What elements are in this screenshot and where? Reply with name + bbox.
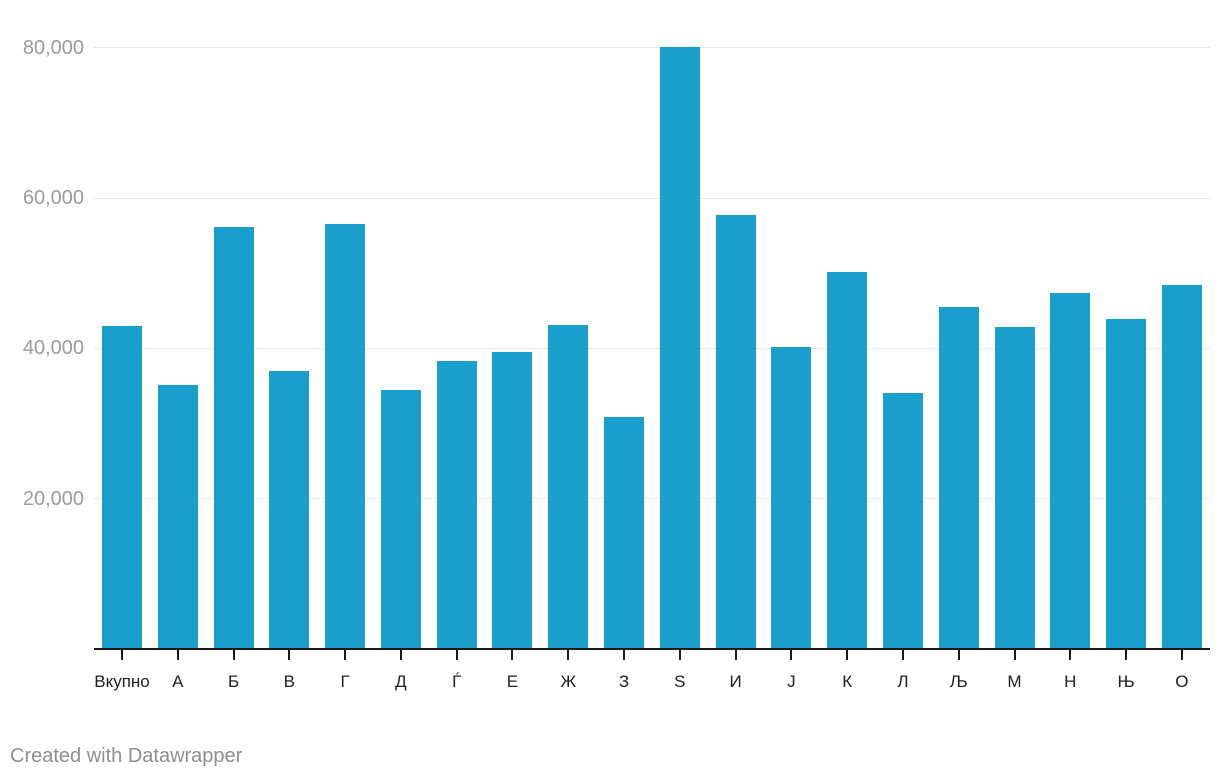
x-axis-tick (455, 650, 458, 660)
x-axis-label: Л (897, 672, 909, 691)
x-axis-label: Ѓ (452, 672, 462, 691)
bar[interactable] (938, 307, 979, 649)
x-axis-tick (623, 650, 626, 660)
x-axis-cell: Ѓ (437, 649, 477, 697)
bar[interactable] (1161, 285, 1202, 649)
x-axis-tick (288, 650, 291, 660)
x-axis-cell: Ж (548, 649, 588, 697)
x-axis-tick (567, 650, 570, 660)
x-axis-line (94, 648, 1210, 650)
x-axis-label: И (729, 672, 742, 691)
bar[interactable] (715, 214, 756, 649)
x-axis-cell: М (995, 649, 1035, 697)
x-axis-cell: Ѕ (660, 649, 700, 697)
x-axis-label: Вкупно (94, 672, 150, 691)
bar[interactable] (659, 47, 700, 649)
x-axis-label: Ѕ (674, 672, 686, 691)
x-axis-tick (1125, 650, 1128, 660)
bar[interactable] (771, 346, 812, 649)
bar[interactable] (325, 223, 366, 649)
bar[interactable] (213, 226, 254, 649)
x-axis-cell: Д (381, 649, 421, 697)
bar[interactable] (102, 325, 142, 649)
bar[interactable] (604, 416, 645, 649)
x-axis-tick (121, 650, 123, 660)
x-axis: Вкупно А Б В Г Д Ѓ Е Ж З Ѕ И Ј К Л Љ М Н Њ О (94, 649, 1202, 697)
gridline (94, 347, 1210, 349)
x-axis-label: В (283, 672, 296, 691)
x-axis-tick (734, 650, 737, 660)
bar[interactable] (994, 327, 1035, 649)
x-axis-cell: А (158, 649, 198, 697)
x-axis-label: Б (227, 672, 240, 691)
x-axis-tick (1069, 650, 1072, 660)
x-axis-cell: Ј (771, 649, 811, 697)
x-axis-label: Н (1064, 672, 1077, 691)
x-axis-label: О (1175, 672, 1189, 691)
bar[interactable] (882, 392, 923, 649)
x-axis-cell: В (269, 649, 309, 697)
x-axis-label: Г (340, 672, 350, 691)
x-axis-label: А (172, 672, 184, 691)
x-axis-tick (846, 650, 849, 660)
bar[interactable] (827, 271, 868, 649)
x-axis-cell: Г (325, 649, 365, 697)
y-axis-tick-label: 40,000 (22, 337, 84, 360)
bar[interactable] (1050, 292, 1091, 649)
x-axis-label: Е (506, 672, 519, 691)
datawrapper-credit-link[interactable]: Created with Datawrapper (10, 745, 243, 767)
x-axis-label: Њ (1117, 672, 1135, 691)
x-axis-label: М (1007, 672, 1022, 691)
x-axis-tick (511, 650, 514, 660)
x-axis-label: Ж (560, 672, 577, 691)
y-axis-tick-label: 20,000 (22, 487, 84, 510)
x-axis-cell: Л (883, 649, 923, 697)
x-axis-cell: К (827, 649, 867, 697)
x-axis-tick (1013, 650, 1016, 660)
x-axis-label: З (618, 672, 630, 691)
x-axis-label: К (842, 672, 853, 691)
bar[interactable] (548, 325, 589, 649)
x-axis-tick (344, 650, 347, 660)
x-axis-cell: Е (492, 649, 532, 697)
bar[interactable] (436, 361, 477, 649)
x-axis-tick (678, 650, 681, 660)
bar[interactable] (269, 370, 310, 649)
plot-area (102, 39, 1202, 649)
x-axis-cell: З (604, 649, 644, 697)
x-axis-cell: Вкупно (94, 649, 150, 697)
y-axis-tick-label: 60,000 (22, 187, 84, 210)
x-axis-tick (1180, 650, 1183, 660)
bar[interactable] (1106, 319, 1147, 649)
gridline (94, 498, 1210, 500)
x-axis-cell: Њ (1106, 649, 1146, 697)
x-axis-label: Ј (787, 672, 796, 691)
gridline (94, 47, 1210, 49)
x-axis-cell: О (1162, 649, 1202, 697)
x-axis-cell: И (716, 649, 756, 697)
x-axis-tick (399, 650, 402, 660)
x-axis-label: Д (395, 672, 407, 691)
x-axis-cell: Љ (939, 649, 979, 697)
x-axis-label: Љ (949, 672, 968, 691)
x-axis-tick (232, 650, 235, 660)
x-axis-cell: Б (214, 649, 254, 697)
x-axis-tick (790, 650, 793, 660)
x-axis-tick (176, 650, 179, 660)
bar[interactable] (380, 389, 421, 649)
x-axis-tick (901, 650, 904, 660)
x-axis-tick (957, 650, 960, 660)
bar[interactable] (157, 385, 198, 649)
bar[interactable] (492, 352, 533, 649)
gridline (94, 197, 1210, 199)
x-axis-cell: Н (1050, 649, 1090, 697)
y-axis-tick-label: 80,000 (22, 36, 84, 59)
